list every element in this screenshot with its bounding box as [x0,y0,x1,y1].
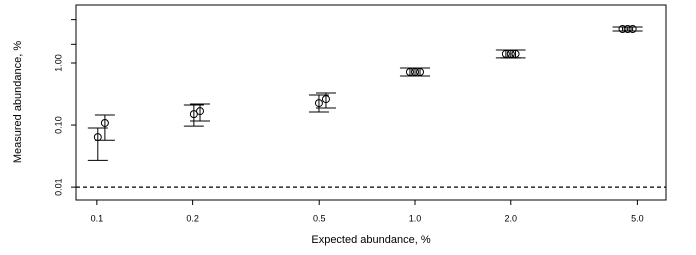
x-tick-label: 2.0 [505,213,518,223]
point [618,25,627,34]
y-tick-label: 0.10 [53,116,63,134]
x-tick-label: 1.0 [409,213,422,223]
point [416,67,425,76]
point [196,107,205,116]
y-tick-label: 1.00 [53,54,63,72]
point [623,25,632,34]
point [511,49,520,58]
point [314,99,323,108]
x-tick-label: 0.1 [91,213,104,223]
point [100,118,109,127]
x-axis-title: Expected abundance, % [311,234,430,246]
x-tick-label: 0.2 [186,213,199,223]
point [321,95,330,104]
point [189,110,198,119]
plot-frame [75,4,667,201]
x-tick-label: 5.0 [631,213,644,223]
y-tick-label: 0.01 [53,178,63,196]
point [628,25,637,34]
y-axis-title: Measured abundance, % [12,41,24,164]
x-tick-label: 0.5 [313,213,326,223]
